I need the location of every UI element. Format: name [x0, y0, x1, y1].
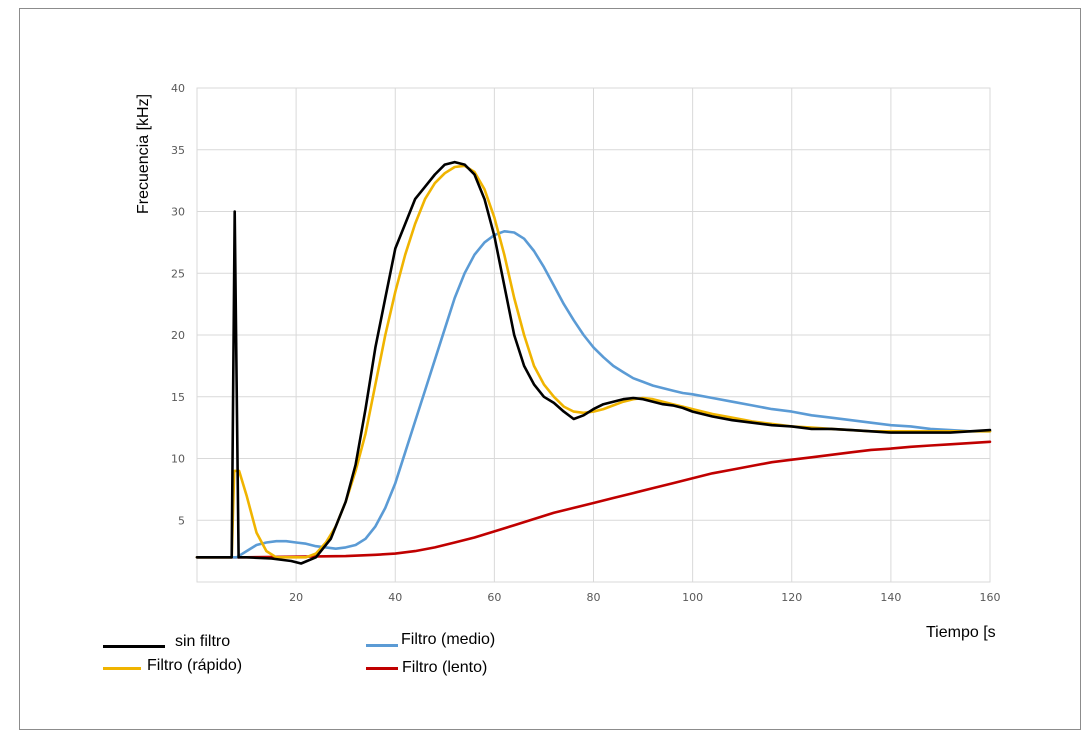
y-tick-label: 35 — [171, 144, 185, 157]
x-tick-label: 120 — [781, 591, 802, 604]
chart-frame — [19, 8, 1081, 730]
y-axis-label: Frecuencia [kHz] — [135, 94, 152, 214]
x-axis-label-container: Tiempo [s — [926, 624, 1012, 648]
legend-swatch-lento — [366, 667, 398, 670]
chart-grid — [196, 87, 991, 583]
series-line-filtro-medio — [195, 230, 992, 559]
series-line-sin-filtro — [195, 160, 992, 565]
y-tick-label: 20 — [171, 329, 185, 342]
x-axis-label: Tiempo [s — [926, 624, 996, 641]
legend-swatch-sin-filtro — [103, 645, 165, 648]
x-tick-label: 40 — [388, 591, 402, 604]
y-tick-label: 25 — [171, 267, 185, 280]
chart-series — [195, 160, 992, 565]
x-tick-label: 20 — [289, 591, 303, 604]
legend-label-rapido: Filtro (rápido) — [147, 657, 243, 674]
legend-label-sin-filtro: sin filtro — [175, 633, 231, 650]
chart-ticks: 5 10 15 20 25 30 35 40 20 40 60 80 100 120 140 160 — [171, 82, 1001, 604]
legend-label-lento: Filtro (lento) — [402, 659, 488, 676]
y-tick-label: 5 — [178, 514, 185, 527]
x-tick-label: 60 — [487, 591, 501, 604]
x-tick-label: 100 — [682, 591, 703, 604]
y-tick-label: 40 — [171, 82, 185, 95]
x-tick-label: 140 — [880, 591, 901, 604]
y-tick-label: 15 — [171, 391, 185, 404]
legend-label-medio: Filtro (medio) — [401, 631, 496, 648]
legend-swatch-rapido — [103, 667, 141, 670]
y-tick-label: 30 — [171, 206, 185, 219]
y-tick-label: 10 — [171, 453, 185, 466]
x-tick-label: 80 — [587, 591, 601, 604]
series-line-filtro-lento — [195, 440, 992, 559]
x-tick-label: 160 — [980, 591, 1001, 604]
legend-swatch-medio — [366, 644, 398, 647]
